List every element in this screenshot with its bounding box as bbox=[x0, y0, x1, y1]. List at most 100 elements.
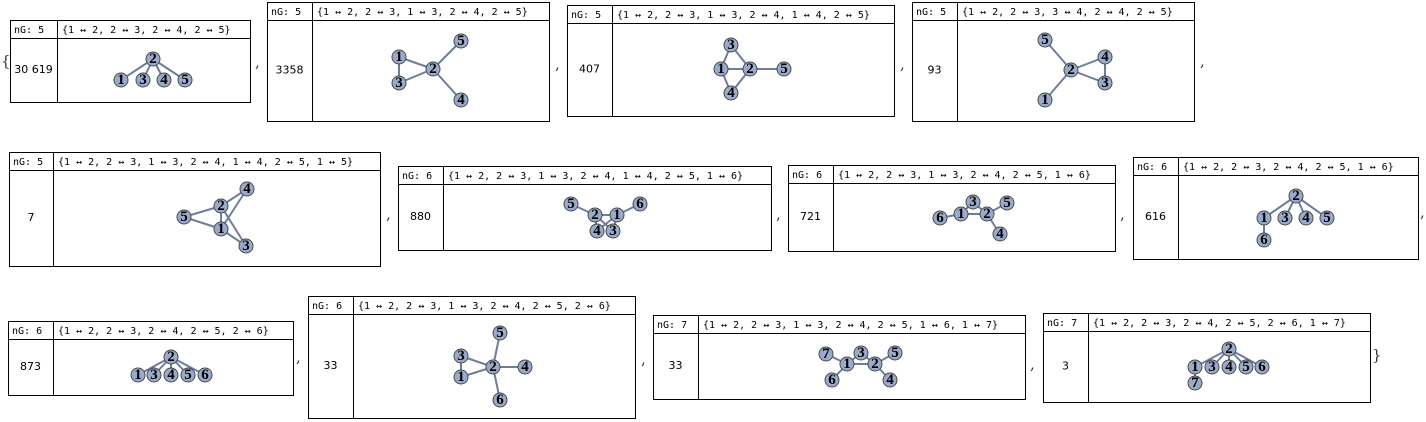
separator: , bbox=[776, 205, 781, 223]
graph-node bbox=[932, 210, 948, 226]
node-label: 2 bbox=[591, 207, 599, 223]
count: 33 bbox=[324, 359, 338, 372]
graph-node bbox=[609, 207, 625, 223]
edge-list: {1 ↔ 2, 2 ↔ 3, 1 ↔ 3, 2 ↔ 4, 1 ↔ 4, 2 ↔ … bbox=[58, 157, 353, 168]
node-label: 3 bbox=[1281, 210, 1289, 226]
graph-node bbox=[1298, 210, 1314, 226]
count: 721 bbox=[800, 210, 821, 223]
graph-node bbox=[492, 325, 508, 341]
graph-node bbox=[992, 226, 1008, 242]
separator: , bbox=[555, 55, 560, 73]
graph-node bbox=[776, 61, 792, 77]
node-label: 3 bbox=[457, 348, 465, 364]
count: 880 bbox=[410, 210, 431, 223]
node-label: 4 bbox=[521, 359, 529, 375]
node-label: 3 bbox=[1208, 359, 1216, 375]
node-label: 4 bbox=[593, 223, 601, 239]
graph-node bbox=[492, 392, 508, 408]
node-label: 4 bbox=[457, 92, 465, 108]
node-label: 1 bbox=[613, 207, 621, 223]
separator: , bbox=[641, 350, 646, 368]
node-label: 3 bbox=[1101, 75, 1109, 91]
node-label: 3 bbox=[727, 37, 735, 53]
graph-node bbox=[824, 372, 840, 388]
graph-edge bbox=[220, 205, 247, 247]
node-label: 5 bbox=[180, 209, 188, 225]
graph-node bbox=[1063, 62, 1079, 78]
node-label: 2 bbox=[746, 61, 754, 77]
node-label: 1 bbox=[1191, 359, 1199, 375]
node-label: 6 bbox=[636, 196, 644, 212]
node-label: 5 bbox=[1323, 210, 1331, 226]
node-label: 5 bbox=[780, 61, 788, 77]
edge-list: {1 ↔ 2, 2 ↔ 3, 1 ↔ 3, 2 ↔ 4, 2 ↔ 5, 1 ↔ … bbox=[703, 320, 998, 331]
node-label: 6 bbox=[936, 210, 944, 226]
graph-node bbox=[1254, 359, 1270, 375]
node-label: 5 bbox=[181, 72, 189, 88]
graph-node bbox=[163, 349, 179, 365]
node-label: 2 bbox=[1225, 341, 1233, 357]
ng-label: nG: 7 bbox=[1047, 318, 1077, 329]
separator: , bbox=[1030, 355, 1035, 373]
graph-node bbox=[979, 206, 995, 222]
edge-list: {1 ↔ 2, 2 ↔ 3, 1 ↔ 3, 2 ↔ 4, 2 ↔ 5} bbox=[317, 7, 528, 18]
graph-node bbox=[563, 196, 579, 212]
node-label: 4 bbox=[1302, 210, 1310, 226]
graph-node bbox=[425, 61, 441, 77]
cell-box bbox=[8, 321, 294, 396]
graph-node bbox=[391, 49, 407, 65]
node-label: 5 bbox=[184, 367, 192, 383]
node-label: 1 bbox=[957, 206, 965, 222]
ng-label: nG: 6 bbox=[312, 301, 342, 312]
node-label: 2 bbox=[167, 349, 175, 365]
graph-node bbox=[391, 75, 407, 91]
separator: , bbox=[1420, 203, 1425, 221]
node-label: 4 bbox=[727, 85, 735, 101]
graph-node bbox=[197, 367, 213, 383]
graph-node bbox=[587, 207, 603, 223]
node-label: 3 bbox=[609, 223, 617, 239]
node-label: 1 bbox=[457, 369, 465, 385]
count: 33 bbox=[669, 359, 683, 372]
edge-list: {1 ↔ 2, 2 ↔ 3, 2 ↔ 4, 2 ↔ 5} bbox=[62, 25, 231, 36]
graph-node bbox=[867, 356, 883, 372]
edge-list: {1 ↔ 2, 2 ↔ 3, 2 ↔ 4, 2 ↔ 5, 2 ↔ 6, 1 ↔ … bbox=[1093, 318, 1346, 329]
separator: , bbox=[1120, 205, 1125, 223]
graph-node bbox=[453, 33, 469, 49]
ng-label: nG: 6 bbox=[12, 326, 42, 337]
graph-node bbox=[839, 356, 855, 372]
open-brace: { bbox=[1, 52, 11, 70]
node-label: 5 bbox=[1003, 195, 1011, 211]
edge-list: {1 ↔ 2, 2 ↔ 3, 2 ↔ 4, 2 ↔ 5, 1 ↔ 6} bbox=[1183, 162, 1394, 173]
count: 873 bbox=[20, 360, 41, 373]
ng-label: nG: 6 bbox=[402, 171, 432, 182]
separator: , bbox=[296, 348, 301, 366]
ng-label: nG: 5 bbox=[571, 10, 601, 21]
node-label: 5 bbox=[1041, 32, 1049, 48]
count: 93 bbox=[928, 64, 942, 77]
node-label: 2 bbox=[983, 206, 991, 222]
node-label: 4 bbox=[167, 367, 175, 383]
node-label: 4 bbox=[243, 181, 251, 197]
node-label: 5 bbox=[891, 345, 899, 361]
cell-box bbox=[653, 315, 1026, 400]
node-label: 7 bbox=[1191, 375, 1199, 391]
graph-node bbox=[213, 198, 229, 214]
edge-list: {1 ↔ 2, 2 ↔ 3, 1 ↔ 3, 2 ↔ 4, 2 ↔ 5, 2 ↔ … bbox=[358, 301, 611, 312]
ng-label: nG: 7 bbox=[657, 320, 687, 331]
graph-node bbox=[1204, 359, 1220, 375]
graph-node bbox=[1288, 188, 1304, 204]
ng-label: nG: 6 bbox=[1137, 162, 1167, 173]
node-label: 6 bbox=[1260, 232, 1268, 248]
graph-node bbox=[145, 51, 161, 67]
graph-node bbox=[180, 367, 196, 383]
graph-node bbox=[146, 367, 162, 383]
graph-node bbox=[1221, 359, 1237, 375]
separator: , bbox=[1200, 52, 1205, 70]
node-label: 1 bbox=[1260, 210, 1268, 226]
node-label: 1 bbox=[395, 49, 403, 65]
graph-node bbox=[453, 92, 469, 108]
graph-node bbox=[135, 72, 151, 88]
graph-node bbox=[517, 359, 533, 375]
